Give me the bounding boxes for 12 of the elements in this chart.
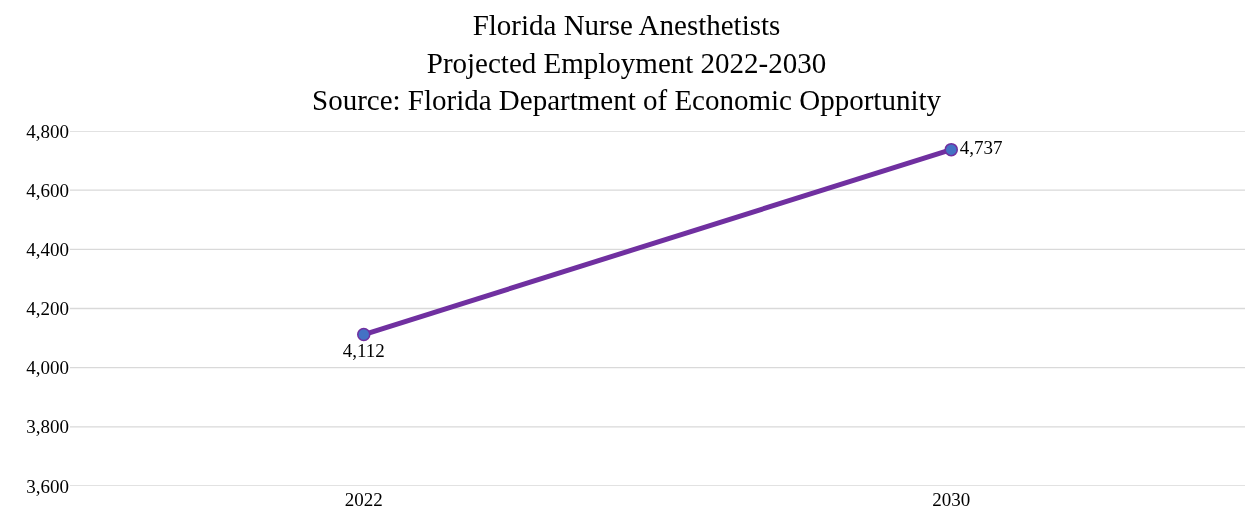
y-tick-label: 4,800 [26, 120, 69, 142]
x-tick-label: 2022 [344, 489, 383, 510]
y-tick-label: 4,000 [26, 357, 69, 379]
data-label: 4,737 [959, 137, 1003, 159]
data-label: 4,112 [342, 340, 385, 362]
y-tick-label: 4,200 [26, 298, 69, 320]
chart-title: Florida Nurse Anesthetists Projected Employment 2022-2030 Source: Florida Department of Economic Opportunity [312, 8, 942, 117]
y-tick-label: 4,600 [26, 179, 69, 201]
y-tick-label: 3,800 [26, 416, 69, 438]
y-tick-label: 3,600 [26, 475, 69, 497]
y-tick-label: 4,400 [26, 238, 69, 260]
x-tick-label: 2030 [932, 489, 971, 510]
